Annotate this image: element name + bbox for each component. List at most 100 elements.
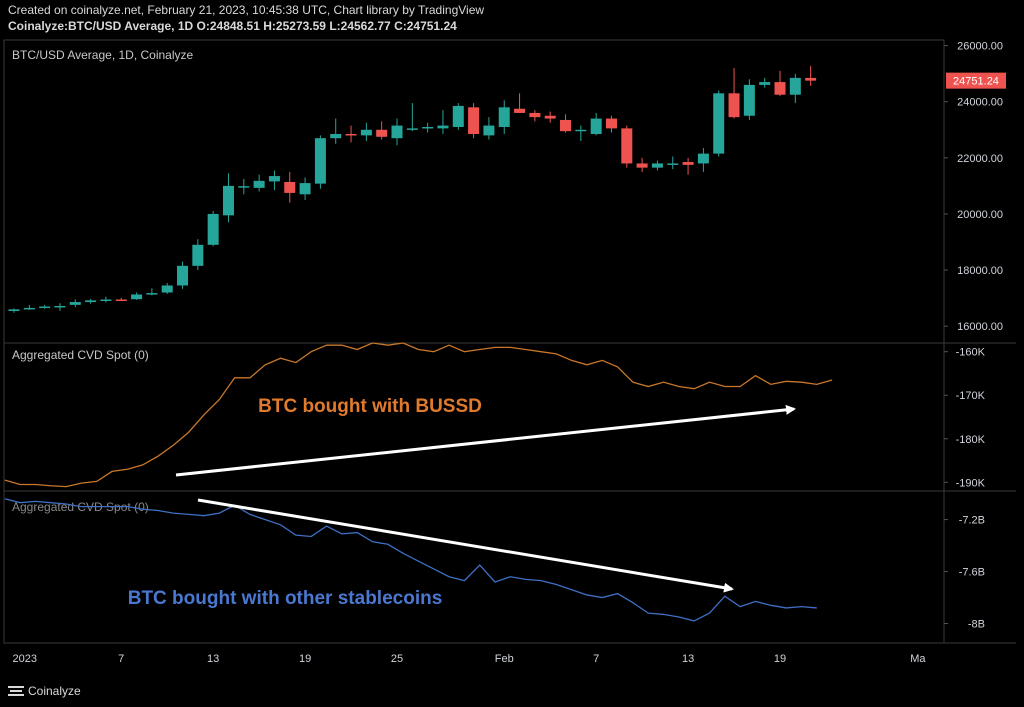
candle-body (69, 302, 81, 305)
candle-body (177, 265, 189, 286)
candle-body (789, 77, 801, 95)
candle-body (468, 107, 480, 134)
x-tick-label: 13 (682, 653, 694, 665)
ohlc-h-label: H: (263, 19, 276, 33)
candle-body (115, 299, 127, 302)
up-trend-arrow (175, 404, 796, 477)
cvd-busd-y-tick-label: -170K (956, 390, 986, 402)
candle-body (299, 183, 311, 195)
last-price-badge (946, 72, 1006, 89)
cvd-busd-y-tick-label: -180K (956, 434, 986, 446)
candle-body (376, 129, 388, 137)
price-y-tick-label: 20000.00 (957, 209, 1003, 221)
x-tick-label: 25 (391, 653, 403, 665)
candle-body (590, 118, 602, 134)
candle-body (39, 306, 51, 309)
candle-body (728, 93, 740, 118)
x-tick-label: Ma (910, 653, 926, 665)
candle-body (575, 129, 587, 132)
candle-body (422, 126, 434, 129)
candle-body (605, 118, 617, 129)
ohlc-o-label: O: (196, 19, 210, 33)
candle-body (452, 105, 464, 127)
price-y-tick-label: 16000.00 (957, 321, 1003, 333)
candle-body (514, 108, 526, 113)
candle-body (529, 112, 541, 118)
cvd-busd-line (4, 342, 833, 488)
x-tick-label: Feb (495, 653, 514, 665)
candle-body (759, 82, 771, 85)
candle-body (682, 162, 694, 165)
candle-body (697, 153, 709, 164)
candle-body (54, 305, 66, 308)
candle-body (713, 93, 725, 154)
candle-body (284, 181, 296, 193)
candle-body (161, 285, 173, 293)
cvd-stable-line (4, 498, 817, 622)
candle-body (651, 163, 663, 168)
cvd-stable-annotation: BTC bought with other stablecoins (128, 588, 443, 609)
price-y-tick-label: 26000.00 (957, 41, 1003, 53)
ohlc-c-value: 24751.24 (406, 19, 457, 33)
cvd-busd-annotation: BTC bought with BUSSD (258, 396, 482, 417)
ohlc-h-value: 25273.59 (275, 19, 326, 33)
candle-body (192, 244, 204, 266)
x-tick-label: 19 (774, 653, 786, 665)
symbol-label: Coinalyze:BTC/USD Average, 1D (8, 19, 194, 33)
ohlc-c-label: C: (394, 19, 407, 33)
candle-body (268, 176, 280, 182)
candle-body (100, 299, 112, 302)
candle-body (146, 293, 158, 295)
candle-body (636, 163, 648, 168)
cvd-busd-pane-title: Aggregated CVD Spot (0) (12, 348, 149, 362)
candle-body (330, 133, 342, 139)
x-tick-label: 7 (118, 653, 124, 665)
candle-body (406, 128, 418, 130)
footer-brand[interactable]: Coinalyze (8, 684, 81, 698)
ohlc-o-value: 24848.51 (209, 19, 260, 33)
price-y-tick-label: 24000.00 (957, 97, 1003, 109)
candle-body (314, 138, 326, 184)
candle-body (23, 307, 35, 310)
symbol-ohlc-line: Coinalyze:BTC/USD Average, 1D O:24848.51… (8, 19, 457, 33)
cvd-stable-y-tick-label: -8B (968, 619, 985, 631)
cvd-stable-y-tick-label: -7.2B (959, 515, 985, 527)
price-pane-title: BTC/USD Average, 1D, Coinalyze (12, 48, 194, 62)
ohlc-l-label: L: (329, 19, 341, 33)
candle-body (774, 82, 786, 95)
candle-body (8, 309, 20, 312)
candle-body (207, 213, 219, 245)
candle-body (667, 163, 679, 165)
price-y-tick-label: 18000.00 (957, 265, 1003, 277)
ohlc-l-value: 24562.77 (340, 19, 391, 33)
candle-body (544, 115, 556, 119)
candle-body (437, 125, 449, 129)
candle-body (222, 185, 234, 216)
last-price-label: 24751.24 (953, 76, 999, 88)
candle-body (85, 300, 97, 303)
cvd-busd-y-tick-label: -190K (956, 477, 986, 489)
candle-body (621, 128, 633, 164)
candle-body (345, 133, 357, 136)
down-trend-arrow (197, 498, 734, 593)
x-tick-label: 13 (207, 653, 219, 665)
candle-body (805, 77, 817, 81)
x-tick-label: 19 (299, 653, 311, 665)
cvd-stable-y-tick-label: -7.6B (959, 567, 985, 579)
candle-body (131, 294, 143, 300)
candle-body (560, 119, 572, 132)
candle-body (391, 125, 403, 139)
candle-body (238, 186, 250, 188)
candle-body (360, 129, 372, 136)
cvd-busd-y-tick-label: -160K (956, 347, 986, 359)
candle-body (743, 84, 755, 116)
footer-brand-label: Coinalyze (28, 684, 81, 698)
created-line: Created on coinalyze.net, February 21, 2… (8, 3, 485, 17)
x-tick-label: 7 (593, 653, 599, 665)
candle-body (483, 125, 495, 136)
coinalyze-logo-icon (8, 686, 24, 696)
candle-body (498, 107, 510, 127)
x-tick-label: 2023 (12, 653, 36, 665)
price-y-tick-label: 22000.00 (957, 153, 1003, 165)
